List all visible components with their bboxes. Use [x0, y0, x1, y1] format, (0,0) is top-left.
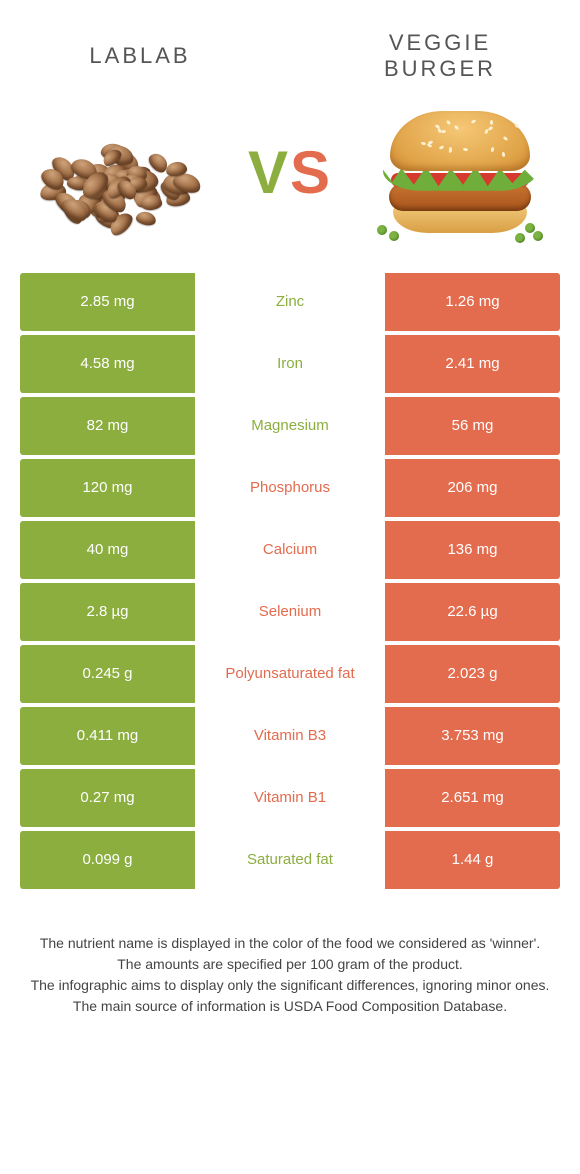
- table-row: 82 mgMagnesium56 mg: [20, 397, 560, 455]
- nutrient-label: Zinc: [195, 273, 385, 331]
- left-food-title: LABLAB: [40, 43, 240, 69]
- right-value: 2.651 mg: [385, 769, 560, 827]
- nutrient-label: Phosphorus: [195, 459, 385, 517]
- right-value: 3.753 mg: [385, 707, 560, 765]
- lablab-illustration: [25, 103, 215, 243]
- right-value: 1.44 g: [385, 831, 560, 889]
- left-value: 0.411 mg: [20, 707, 195, 765]
- left-value: 40 mg: [20, 521, 195, 579]
- table-row: 120 mgPhosphorus206 mg: [20, 459, 560, 517]
- table-row: 0.245 gPolyunsaturated fat2.023 g: [20, 645, 560, 703]
- left-value: 0.27 mg: [20, 769, 195, 827]
- table-row: 2.85 mgZinc1.26 mg: [20, 273, 560, 331]
- right-value: 2.41 mg: [385, 335, 560, 393]
- nutrient-label: Saturated fat: [195, 831, 385, 889]
- right-value: 1.26 mg: [385, 273, 560, 331]
- nutrient-label: Vitamin B1: [195, 769, 385, 827]
- nutrient-label: Magnesium: [195, 397, 385, 455]
- footer-line1: The nutrient name is displayed in the co…: [30, 933, 550, 954]
- table-row: 2.8 µgSelenium22.6 µg: [20, 583, 560, 641]
- right-title-line2: BURGER: [340, 56, 540, 82]
- footer-notes: The nutrient name is displayed in the co…: [0, 893, 580, 1037]
- footer-line4: The main source of information is USDA F…: [30, 996, 550, 1017]
- right-food-title: VEGGIE BURGER: [340, 30, 540, 83]
- footer-line2: The amounts are specified per 100 gram o…: [30, 954, 550, 975]
- images-row: VS: [0, 93, 580, 273]
- left-value: 0.245 g: [20, 645, 195, 703]
- nutrient-label: Polyunsaturated fat: [195, 645, 385, 703]
- left-value: 4.58 mg: [20, 335, 195, 393]
- header: LABLAB VEGGIE BURGER: [0, 0, 580, 93]
- right-value: 206 mg: [385, 459, 560, 517]
- right-value: 2.023 g: [385, 645, 560, 703]
- table-row: 0.27 mgVitamin B12.651 mg: [20, 769, 560, 827]
- table-row: 0.099 gSaturated fat1.44 g: [20, 831, 560, 889]
- nutrient-label: Iron: [195, 335, 385, 393]
- nutrient-label: Vitamin B3: [195, 707, 385, 765]
- nutrient-label: Calcium: [195, 521, 385, 579]
- comparison-table: 2.85 mgZinc1.26 mg4.58 mgIron2.41 mg82 m…: [0, 273, 580, 889]
- vs-v: V: [248, 139, 290, 206]
- table-row: 40 mgCalcium136 mg: [20, 521, 560, 579]
- right-value: 22.6 µg: [385, 583, 560, 641]
- burger-illustration: [365, 103, 555, 243]
- left-value: 82 mg: [20, 397, 195, 455]
- left-value: 0.099 g: [20, 831, 195, 889]
- footer-line3: The infographic aims to display only the…: [30, 975, 550, 996]
- vs-s: S: [290, 139, 332, 206]
- table-row: 0.411 mgVitamin B33.753 mg: [20, 707, 560, 765]
- right-value: 56 mg: [385, 397, 560, 455]
- right-value: 136 mg: [385, 521, 560, 579]
- table-row: 4.58 mgIron2.41 mg: [20, 335, 560, 393]
- left-value: 2.8 µg: [20, 583, 195, 641]
- left-value: 120 mg: [20, 459, 195, 517]
- nutrient-label: Selenium: [195, 583, 385, 641]
- right-title-line1: VEGGIE: [340, 30, 540, 56]
- vs-label: VS: [248, 138, 332, 207]
- left-value: 2.85 mg: [20, 273, 195, 331]
